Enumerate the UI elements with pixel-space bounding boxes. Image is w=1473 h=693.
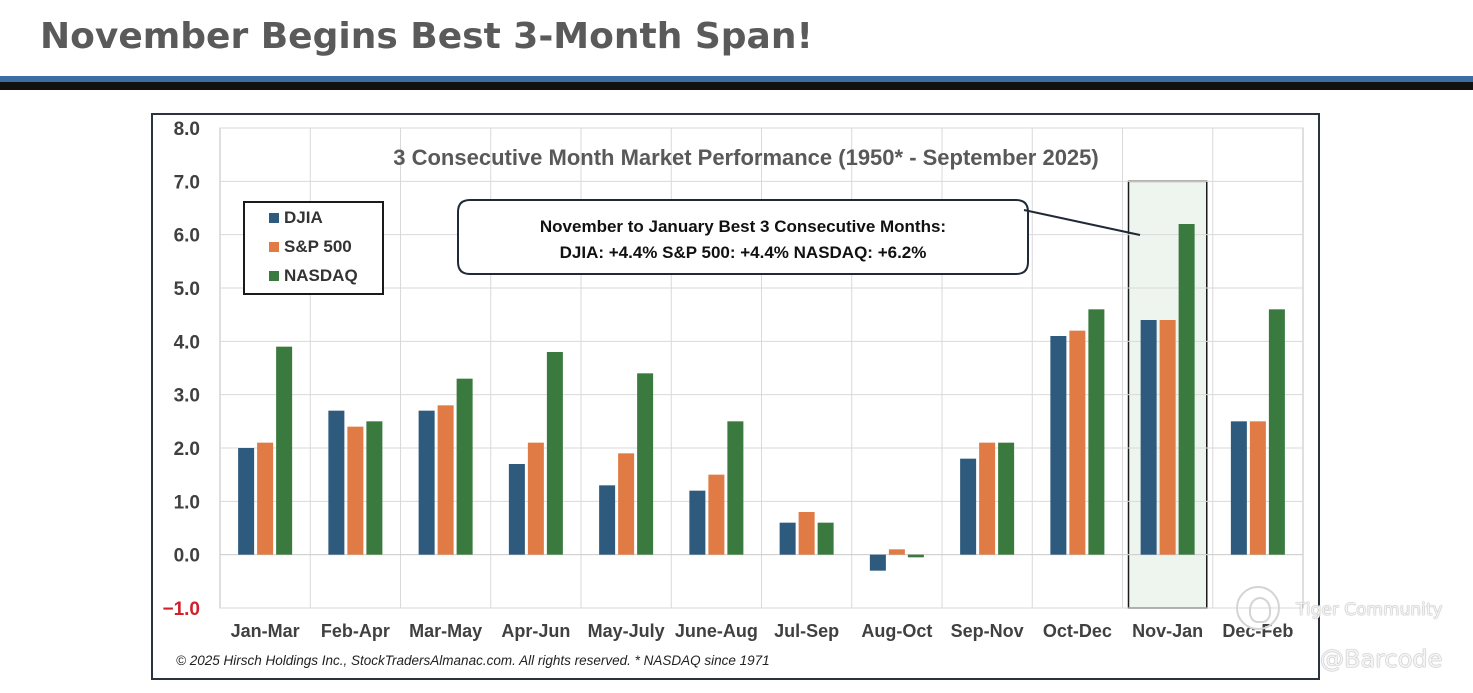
chart-title: 3 Consecutive Month Market Performance (… <box>393 145 1098 170</box>
y-tick-label: 2.0 <box>174 439 200 460</box>
watermark-community: Tiger Community <box>1296 600 1443 620</box>
x-tick-label: Apr-Jun <box>501 621 570 641</box>
bar-djia-jul-sep <box>779 522 796 555</box>
y-tick-label: 7.0 <box>174 172 200 193</box>
bar-s-p-500-jan-mar <box>257 442 274 555</box>
y-tick-label: 6.0 <box>174 226 200 247</box>
bar-nasdaq-sep-nov <box>998 442 1015 555</box>
x-tick-label: Oct-Dec <box>1043 621 1112 641</box>
x-tick-label: Mar-May <box>409 621 482 641</box>
bar-djia-nov-jan <box>1140 320 1157 555</box>
bar-s-p-500-june-aug <box>708 474 725 555</box>
y-tick-label: 0.0 <box>174 546 200 567</box>
bar-djia-may-july <box>599 485 616 555</box>
x-tick-label: Dec-Feb <box>1222 621 1293 641</box>
bar-nasdaq-mar-may <box>456 378 473 555</box>
bar-s-p-500-mar-may <box>437 405 454 555</box>
bar-djia-feb-apr <box>328 410 345 555</box>
x-tick-label: May-July <box>588 621 665 641</box>
bar-djia-apr-jun <box>508 464 525 555</box>
footnote: © 2025 Hirsch Holdings Inc., StockTrader… <box>176 653 770 668</box>
x-tick-label: June-Aug <box>675 621 758 641</box>
callout-line1: November to January Best 3 Consecutive M… <box>540 217 946 236</box>
tiger-logo-icon <box>1236 586 1280 630</box>
callout-pointer <box>1023 209 1141 236</box>
bar-nasdaq-aug-oct <box>907 554 924 558</box>
title-rule-black <box>0 82 1473 90</box>
bar-djia-aug-oct <box>869 554 886 571</box>
watermark-handle: @Barcode <box>1320 645 1443 673</box>
legend-label: DJIA <box>284 208 323 227</box>
bar-nasdaq-apr-jun <box>546 352 563 555</box>
bar-s-p-500-jul-sep <box>798 512 815 555</box>
legend-label: NASDAQ <box>284 266 358 285</box>
y-tick-label: 8.0 <box>174 119 200 140</box>
y-tick-label: 4.0 <box>174 332 200 353</box>
bar-nasdaq-dec-feb <box>1268 309 1285 555</box>
bar-s-p-500-aug-oct <box>888 549 905 555</box>
bar-nasdaq-feb-apr <box>366 421 383 555</box>
bar-nasdaq-nov-jan <box>1178 224 1195 555</box>
callout-box <box>457 199 1029 275</box>
bar-djia-dec-feb <box>1230 421 1247 555</box>
x-tick-label: Jan-Mar <box>231 621 300 641</box>
bar-djia-oct-dec <box>1050 336 1067 555</box>
bar-djia-june-aug <box>689 490 706 555</box>
legend-label: S&P 500 <box>284 237 352 256</box>
slide-title: November Begins Best 3-Month Span! <box>40 16 813 57</box>
bar-s-p-500-dec-feb <box>1249 421 1266 555</box>
title-rule-blue <box>0 76 1473 82</box>
bar-nasdaq-jan-mar <box>276 346 293 555</box>
bar-nasdaq-may-july <box>637 373 654 555</box>
x-tick-label: Jul-Sep <box>774 621 839 641</box>
bar-s-p-500-sep-nov <box>979 442 996 555</box>
bar-djia-mar-may <box>418 410 435 555</box>
x-tick-label: Aug-Oct <box>861 621 932 641</box>
bar-s-p-500-may-july <box>618 453 635 555</box>
y-tick-label: 5.0 <box>174 279 200 300</box>
bar-s-p-500-feb-apr <box>347 426 364 555</box>
x-tick-label: Sep-Nov <box>951 621 1024 641</box>
y-tick-label: −1.0 <box>162 599 200 620</box>
bar-nasdaq-oct-dec <box>1088 309 1105 555</box>
bar-s-p-500-nov-jan <box>1159 320 1176 555</box>
bar-nasdaq-jul-sep <box>817 522 834 555</box>
bar-djia-jan-mar <box>238 448 255 555</box>
callout-line2: DJIA: +4.4% S&P 500: +4.4% NASDAQ: +6.2% <box>560 243 927 262</box>
bar-nasdaq-june-aug <box>727 421 744 555</box>
bar-s-p-500-oct-dec <box>1069 330 1086 555</box>
bar-djia-sep-nov <box>960 458 977 555</box>
x-tick-label: Nov-Jan <box>1132 621 1203 641</box>
legend-swatch <box>269 271 279 281</box>
legend-swatch <box>269 213 279 223</box>
x-tick-label: Feb-Apr <box>321 621 390 641</box>
bar-s-p-500-apr-jun <box>527 442 544 555</box>
legend-box <box>243 201 384 295</box>
y-tick-label: 3.0 <box>174 386 200 407</box>
y-tick-label: 1.0 <box>174 492 200 513</box>
legend-swatch <box>269 242 279 252</box>
